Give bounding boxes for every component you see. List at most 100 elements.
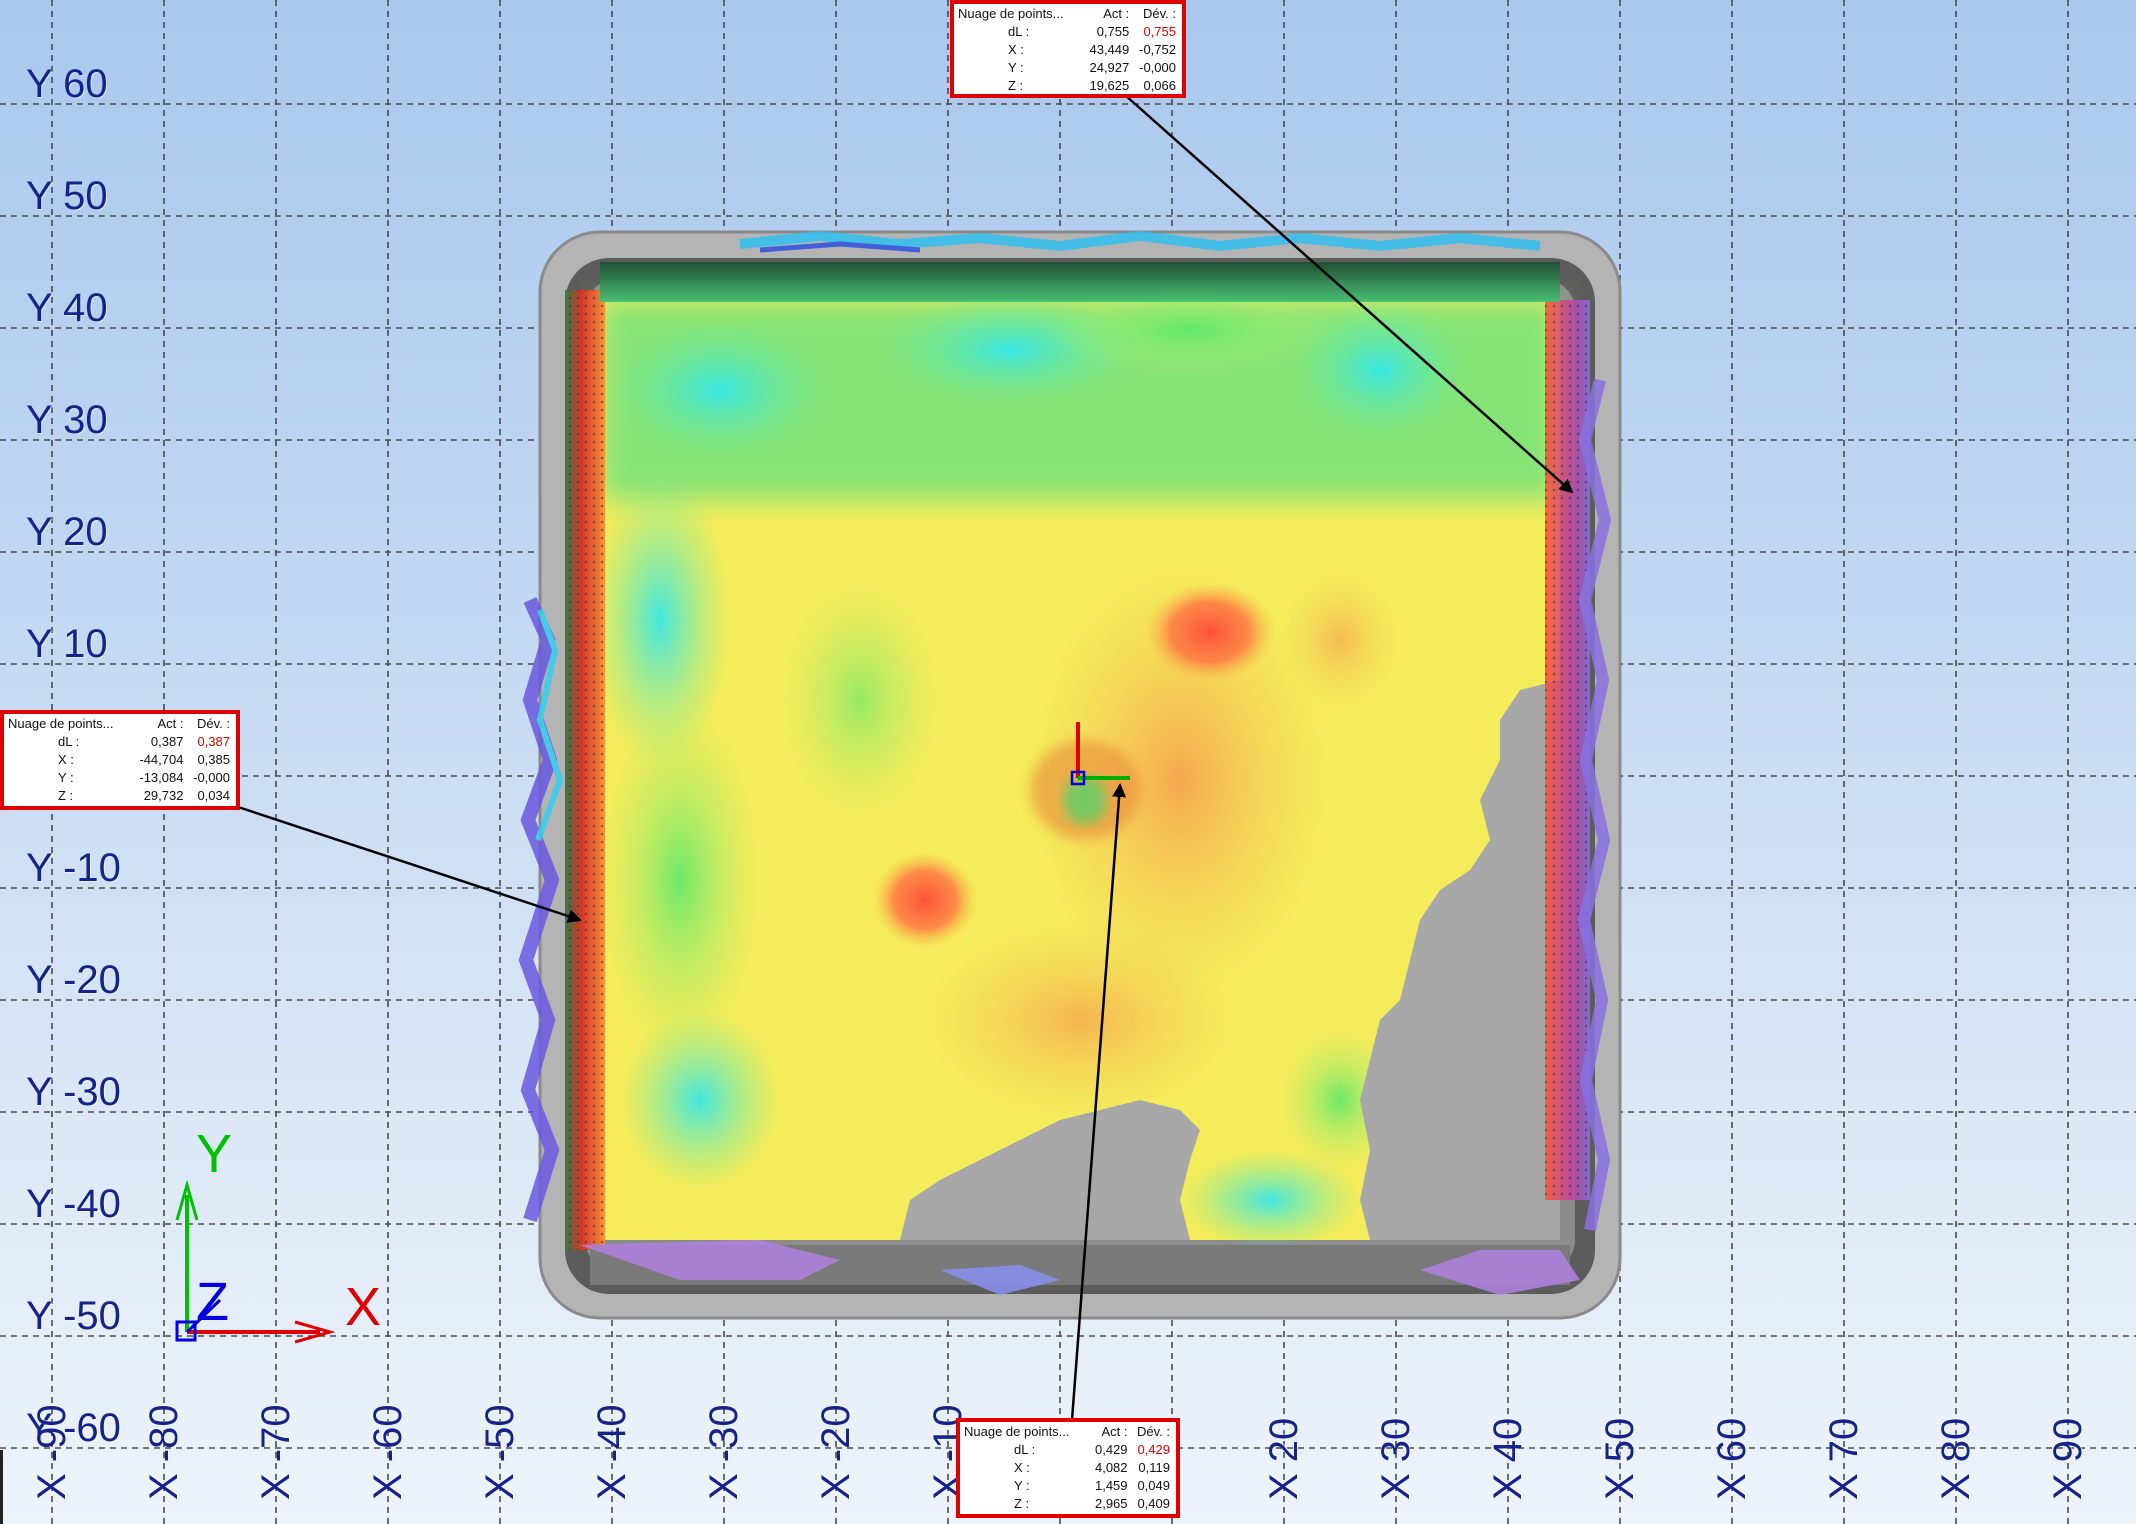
callout-row-actual: 29,732 <box>143 788 184 803</box>
callout-row-deviation: 0,066 <box>1143 78 1176 93</box>
callout-row-actual: -44,704 <box>139 752 184 767</box>
triad-label-y: Y <box>196 1124 232 1184</box>
callout-header-cell: Act : <box>1101 1424 1128 1439</box>
callout-header-cell: Nuage de points... <box>8 716 114 731</box>
x-axis-label: X 80 <box>1934 1417 1978 1500</box>
y-axis-label: Y -20 <box>26 958 121 1002</box>
callout-row: dL : 0,429 0,429 <box>962 1441 1172 1459</box>
x-axis-label: X -50 <box>478 1404 522 1500</box>
callout-row-actual: 0,755 <box>1096 24 1130 39</box>
callout-row-actual: 43,449 <box>1089 42 1130 57</box>
callout-row-label: Y : <box>58 770 74 785</box>
callout-bottom[interactable]: Nuage de points... Act : Dév. : dL : 0,429 0,… <box>956 1418 1180 1518</box>
callout-header-cell: Act : <box>1103 6 1130 21</box>
triad-label-x: X <box>345 1277 381 1337</box>
callout-row-label: dL : <box>1008 24 1030 39</box>
axis-triad-icon <box>175 1179 336 1344</box>
callout-row-deviation: -0,000 <box>1139 60 1176 75</box>
callout-row: dL : 0,387 0,387 <box>6 733 232 751</box>
callout-row-actual: 1,459 <box>1094 1478 1128 1493</box>
callout-row-label: Y : <box>1014 1478 1030 1493</box>
callout-header-cell: Dév. : <box>1143 6 1176 21</box>
leader-top <box>1124 94 1574 494</box>
callout-row-deviation: -0,752 <box>1139 42 1176 57</box>
callout-row-label: Z : <box>58 788 74 803</box>
x-axis-label: X 50 <box>1598 1417 1642 1500</box>
callout-row-deviation: 0,034 <box>197 788 230 803</box>
callout-row-deviation: -0,000 <box>193 770 230 785</box>
callout-row-label: X : <box>58 752 74 767</box>
callout-row-deviation: 0,409 <box>1137 1496 1170 1511</box>
callout-row-deviation: 0,755 <box>1143 24 1176 39</box>
callout-header-cell: Nuage de points... <box>964 1424 1070 1439</box>
callout-row-deviation: 0,049 <box>1137 1478 1170 1493</box>
callout-row: Z : 19,625 0,066 <box>956 77 1178 95</box>
x-axis-label: X 70 <box>1822 1417 1866 1500</box>
callout-row: X : 43,449 -0,752 <box>956 41 1178 59</box>
x-axis-label: X -40 <box>590 1404 634 1500</box>
callout-row-label: X : <box>1008 42 1024 57</box>
callout-top[interactable]: Nuage de points... Act : Dév. : dL : 0,755 0,… <box>950 0 1186 98</box>
missing-data-bottom <box>900 1100 1200 1240</box>
callout-row: Y : 1,459 0,049 <box>962 1477 1172 1495</box>
triad-label-z: Z <box>196 1272 229 1332</box>
callout-header-cell: Nuage de points... <box>958 6 1064 21</box>
callout-row-actual: 19,625 <box>1089 78 1130 93</box>
callout-row-label: Z : <box>1014 1496 1030 1511</box>
x-axis-label: X 60 <box>1710 1417 1754 1500</box>
callout-row: X : -44,704 0,385 <box>6 751 232 769</box>
callout-header-cell: Dév. : <box>1137 1424 1170 1439</box>
x-axis-label: X -80 <box>142 1404 186 1500</box>
x-axis-label: X 30 <box>1374 1417 1418 1500</box>
callout-left[interactable]: Nuage de points... Act : Dév. : dL : 0,387 0,… <box>0 710 240 810</box>
x-axis-label: X -90 <box>30 1404 74 1500</box>
leader-bottom <box>1070 783 1127 1421</box>
x-axis-label: X 40 <box>1486 1417 1530 1500</box>
x-axis-label: X 20 <box>1262 1417 1306 1500</box>
missing-data-right <box>1360 680 1560 1240</box>
callout-row-actual: -13,084 <box>139 770 184 785</box>
y-axis-label: Y -50 <box>26 1294 121 1338</box>
leader-lines <box>234 94 1574 1421</box>
y-axis-label: Y 60 <box>26 62 108 106</box>
callout-row-deviation: 0,385 <box>197 752 230 767</box>
x-axis-label: X -20 <box>814 1404 858 1500</box>
callout-row-actual: 0,429 <box>1094 1442 1128 1457</box>
rim-noise <box>518 230 1612 1232</box>
leader-left <box>234 804 582 923</box>
callout-row-actual: 0,387 <box>150 734 184 749</box>
y-axis-label: Y -60 <box>26 1406 121 1450</box>
x-axis-label: X 90 <box>2046 1417 2090 1500</box>
y-axis-label: Y -10 <box>26 846 121 890</box>
callout-row-label: dL : <box>1014 1442 1036 1457</box>
callout-row-label: Y : <box>1008 60 1024 75</box>
callout-row: X : 4,082 0,119 <box>962 1459 1172 1477</box>
y-axis-label: Y 30 <box>26 398 108 442</box>
callout-row: Z : 29,732 0,034 <box>6 787 232 805</box>
callout-row-actual: 2,965 <box>1094 1496 1128 1511</box>
callout-row-label: X : <box>1014 1460 1030 1475</box>
callout-bottom-table: Nuage de points... Act : Dév. : dL : 0,429 0,… <box>962 1423 1172 1513</box>
callout-row-label: Z : <box>1008 78 1024 93</box>
callout-row: dL : 0,755 0,755 <box>956 23 1178 41</box>
y-axis-label: Y 10 <box>26 622 108 666</box>
window-left-edge <box>0 1450 3 1524</box>
callout-row: Z : 2,965 0,409 <box>962 1495 1172 1513</box>
y-axis-label: Y 20 <box>26 510 108 554</box>
callout-row-label: dL : <box>58 734 80 749</box>
callout-row-actual: 4,082 <box>1094 1460 1128 1475</box>
callout-row: Y : -13,084 -0,000 <box>6 769 232 787</box>
x-axis-label: X -60 <box>366 1404 410 1500</box>
callout-row-deviation: 0,119 <box>1138 1460 1170 1475</box>
callout-row: Y : 24,927 -0,000 <box>956 59 1178 77</box>
x-axis-label: X -70 <box>254 1404 298 1500</box>
x-axis-label: X -30 <box>702 1404 746 1500</box>
callout-row-deviation: 0,387 <box>197 734 230 749</box>
center-marker-icon <box>1070 722 1130 786</box>
callout-header-cell: Dév. : <box>197 716 230 731</box>
y-axis-label: Y 40 <box>26 286 108 330</box>
y-axis-label: Y -30 <box>26 1070 121 1114</box>
callout-row-deviation: 0,429 <box>1137 1442 1170 1457</box>
